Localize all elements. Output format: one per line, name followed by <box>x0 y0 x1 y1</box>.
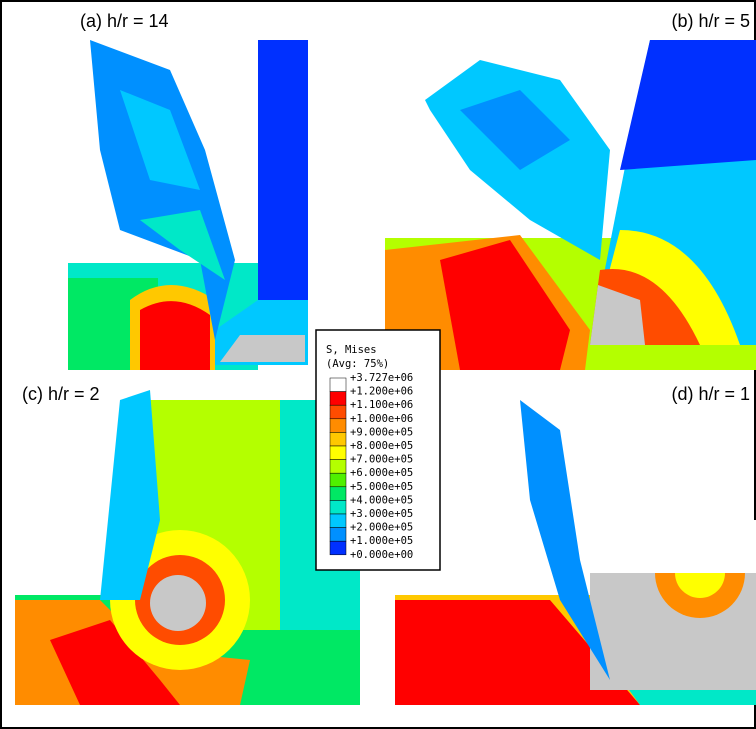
color-band <box>330 500 346 514</box>
color-band <box>330 541 346 555</box>
legend: S, Mises (Avg: 75%) +3.727e+06 +1.200e+06… <box>316 330 440 570</box>
panel-label: (d) h/r = 1 <box>671 384 750 404</box>
legend-label: +0.000e+00 <box>350 549 413 561</box>
legend-label: +4.000e+05 <box>350 494 413 506</box>
color-band <box>330 419 346 433</box>
color-band <box>330 514 346 528</box>
legend-label: +1.200e+06 <box>350 386 413 398</box>
color-band <box>330 432 346 446</box>
legend-subtitle: (Avg: 75%) <box>326 358 389 370</box>
figure: (a) h/r = 14 (b) h/r = 5 (c) h/r = 2 (d) h/… <box>0 0 756 729</box>
legend-label: +8.000e+05 <box>350 440 413 452</box>
legend-label: +5.000e+05 <box>350 481 413 493</box>
color-band <box>330 460 346 474</box>
color-band <box>330 446 346 460</box>
panel-label: (b) h/r = 5 <box>671 11 750 31</box>
legend-label: +6.000e+05 <box>350 467 413 479</box>
legend-label: +1.000e+05 <box>350 535 413 547</box>
legend-label: +3.727e+06 <box>350 372 413 384</box>
color-band <box>330 473 346 487</box>
color-band <box>330 378 346 392</box>
color-band <box>330 528 346 542</box>
panel-label: (c) h/r = 2 <box>22 384 100 404</box>
legend-label: +7.000e+05 <box>350 454 413 466</box>
legend-title: S, Mises <box>326 344 377 356</box>
legend-label: +3.000e+05 <box>350 508 413 520</box>
legend-label: +1.000e+06 <box>350 413 413 425</box>
color-band <box>330 487 346 501</box>
panel-label: (a) h/r = 14 <box>80 11 169 31</box>
legend-label: +9.000e+05 <box>350 426 413 438</box>
color-band <box>330 392 346 406</box>
legend-label: +1.100e+06 <box>350 399 413 411</box>
color-band <box>330 405 346 419</box>
legend-label: +2.000e+05 <box>350 522 413 534</box>
